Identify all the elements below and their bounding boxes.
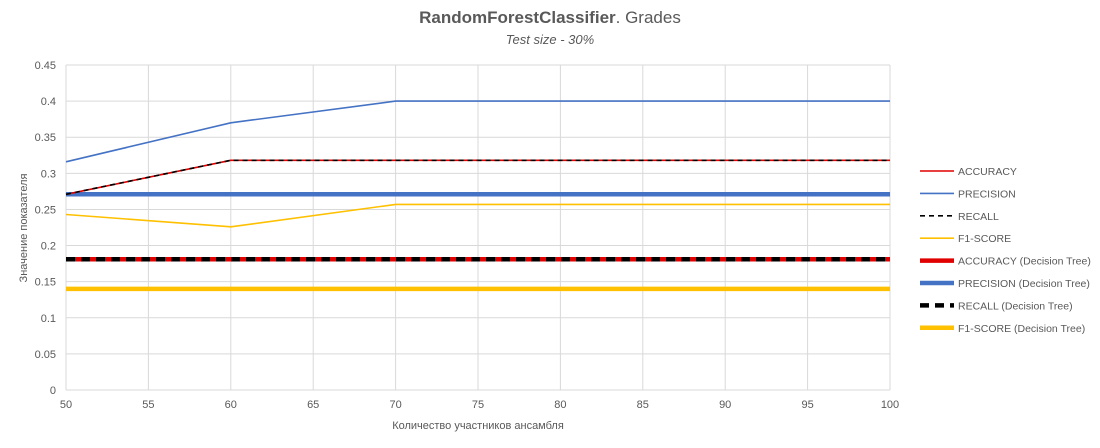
x-tick-label: 65 [307, 399, 319, 411]
x-tick-label: 50 [60, 399, 72, 411]
legend-label: ACCURACY [958, 166, 1017, 178]
legend-label: F1-SCORE (Decision Tree) [958, 323, 1085, 335]
legend-label: PRECISION [958, 188, 1016, 200]
chart-title-bold: RandomForestClassifier [419, 8, 616, 27]
x-tick-label: 60 [225, 399, 237, 411]
y-axis-label: Значение показателя [18, 173, 30, 282]
series-line-precision [65, 100, 890, 163]
x-tick-label: 55 [142, 399, 154, 411]
tick-labels: 0 0.05 0.1 0.15 0.2 0.25 0.3 0.35 0.4 0.45 50 55 60 6… [35, 60, 900, 411]
legend: ACCURACY PRECISION RECALL F1-SCORE ACCURACY … [920, 166, 1091, 335]
x-axis-label: Количество участников ансамбля [392, 420, 564, 432]
y-tick-label: 0.4 [41, 96, 56, 108]
series-lines [65, 100, 890, 292]
y-tick-label: 0.35 [35, 132, 56, 144]
x-tick-label: 95 [801, 399, 813, 411]
legend-label: RECALL [958, 211, 999, 223]
y-tick-label: 0.1 [41, 313, 56, 325]
x-tick-label: 80 [554, 399, 566, 411]
y-tick-label: 0.3 [41, 168, 56, 180]
y-tick-label: 0.05 [35, 349, 56, 361]
legend-label: ACCURACY (Decision Tree) [958, 256, 1091, 268]
chart-subtitle: Test size - 30% [505, 32, 595, 47]
legend-label: RECALL (Decision Tree) [958, 300, 1073, 312]
y-tick-label: 0.25 [35, 204, 56, 216]
x-tick-label: 90 [719, 399, 731, 411]
series-line-recall [65, 159, 890, 196]
y-tick-label: 0 [50, 385, 56, 397]
legend-label: F1-SCORE [958, 233, 1011, 245]
legend-label: PRECISION (Decision Tree) [958, 278, 1090, 290]
x-tick-label: 70 [389, 399, 401, 411]
chart-title-rest: . Grades [615, 8, 681, 27]
x-tick-label: 100 [881, 399, 899, 411]
y-tick-label: 0.2 [41, 241, 56, 253]
x-tick-label: 75 [472, 399, 484, 411]
grid-lines [65, 64, 891, 391]
x-tick-label: 85 [637, 399, 649, 411]
y-tick-label: 0.45 [35, 60, 56, 72]
series-line-f1-score [65, 203, 890, 228]
chart-title: RandomForestClassifier. Grades [0, 8, 1100, 28]
y-tick-label: 0.15 [35, 277, 56, 289]
